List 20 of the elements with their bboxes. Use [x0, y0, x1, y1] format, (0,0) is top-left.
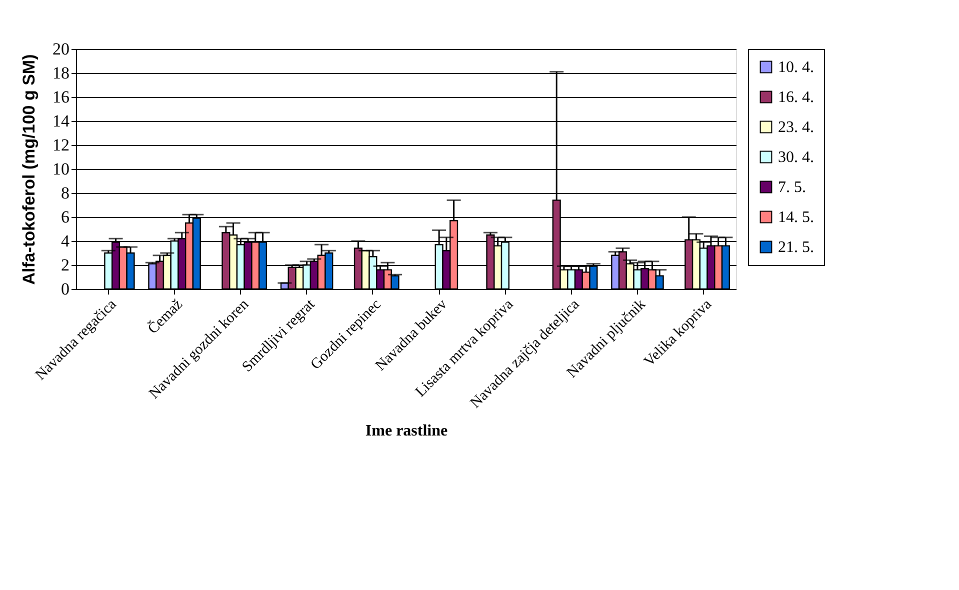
y-tick-label: 2	[61, 256, 70, 274]
legend-label: 21. 5.	[778, 239, 814, 256]
y-tick-label: 6	[61, 208, 70, 226]
y-tick-label: 14	[52, 112, 70, 130]
y-tick-label: 8	[61, 184, 70, 202]
legend-label: 10. 4.	[778, 59, 814, 76]
y-axis-title: Alfa-tokoferol (mg/100 g SM)	[20, 54, 38, 285]
y-tick-label: 4	[61, 232, 70, 250]
y-tick-label: 18	[52, 64, 70, 82]
y-tick-label: 10	[52, 160, 70, 178]
legend-label: 23. 4.	[778, 119, 814, 136]
legend-label: 16. 4.	[778, 89, 814, 106]
y-tick-label: 0	[61, 280, 70, 298]
y-tick-label: 16	[52, 88, 70, 106]
x-axis-title: Ime rastline	[365, 422, 448, 440]
legend-label: 7. 5.	[778, 179, 806, 196]
legend-label: 30. 4.	[778, 149, 814, 166]
y-tick-label: 20	[52, 40, 70, 58]
y-tick-label: 12	[52, 136, 70, 154]
legend-label: 14. 5.	[778, 209, 814, 226]
